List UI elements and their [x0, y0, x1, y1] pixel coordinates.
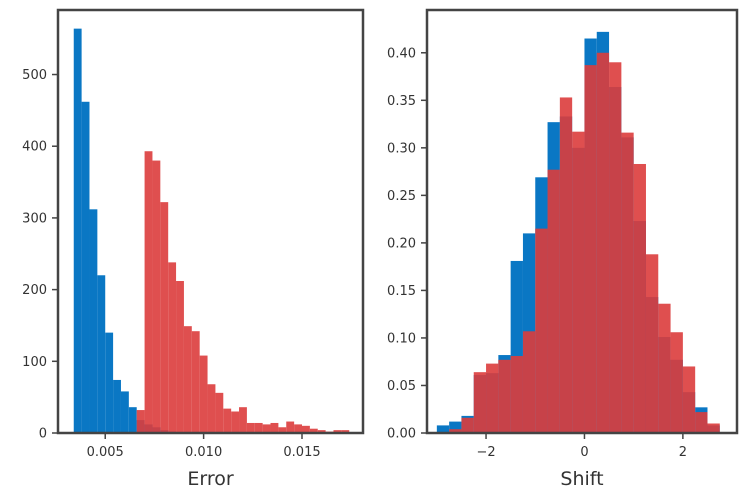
histogram-bar-blue — [113, 379, 121, 433]
histogram-bar-red — [223, 408, 232, 433]
histogram-bar-red — [246, 422, 255, 433]
histogram-bar-red — [449, 429, 462, 433]
y-tick-label: 0.40 — [387, 46, 416, 61]
y-tick-label: 100 — [22, 355, 47, 370]
histogram-bar-blue — [120, 391, 129, 433]
histogram-bar-red — [160, 202, 169, 433]
histogram-bar-red — [461, 417, 474, 433]
histogram-bar-red — [183, 326, 192, 433]
histogram-bar-red — [144, 151, 153, 433]
x-tick-label: 0.010 — [185, 445, 222, 460]
histogram-bar-red — [572, 131, 585, 433]
histogram-bar-red — [176, 281, 184, 433]
y-tick-label: 0.25 — [387, 189, 416, 204]
axes-frame — [56, 8, 365, 435]
histogram-bar-red — [168, 262, 177, 433]
y-tick-label: 0 — [39, 427, 47, 442]
histogram-bar-blue — [81, 101, 90, 433]
histogram-bar-red — [286, 421, 295, 433]
histogram-bar-red — [621, 132, 634, 433]
histogram-bar-blue — [436, 425, 450, 433]
histogram-bar-red — [707, 423, 720, 433]
histogram-bar-red — [510, 356, 523, 433]
histogram-bar-red — [522, 331, 536, 433]
histogram-bar-blue — [97, 275, 106, 433]
y-tick-label: 300 — [22, 211, 47, 226]
histogram-bar-red — [254, 422, 263, 433]
histogram-bar-red — [584, 65, 597, 434]
y-tick-label: 500 — [22, 68, 47, 83]
y-tick-label: 0.15 — [387, 284, 416, 299]
histogram-bar-blue — [89, 209, 98, 433]
histogram-bar-red — [695, 412, 708, 433]
histogram-bar-red — [239, 407, 247, 433]
histogram-bar-red — [633, 163, 646, 433]
y-tick-label: 0.00 — [387, 427, 416, 442]
y-tick-label: 0.35 — [387, 94, 416, 109]
histogram-bar-red — [535, 228, 548, 433]
shift-histogram-panel: −2 0 2 0.00 0.05 0.10 0.15 0.20 0.25 0.30 0.35 0.40… — [387, 8, 739, 490]
error-histogram-panel: 0.005 0.010 0.015 0 100 200 300 400 500 Error — [22, 8, 365, 490]
x-axis-label: Error — [187, 468, 234, 490]
y-tick-label: 200 — [22, 283, 47, 298]
axes-frame — [425, 8, 739, 435]
y-tick-label: 0.05 — [387, 379, 416, 394]
histogram-bar-red — [302, 425, 310, 433]
histogram-bar-red — [670, 332, 683, 433]
histogram-bar-red — [270, 422, 279, 433]
histogram-bar-red — [231, 411, 240, 433]
histogram-bar-blue — [449, 421, 462, 433]
x-tick-label: 2 — [679, 445, 687, 460]
histogram-bar-red — [341, 430, 350, 433]
histogram-bar-red — [309, 428, 318, 433]
histogram-bar-blue — [73, 28, 82, 433]
x-axis-label: Shift — [560, 468, 603, 490]
histogram-bar-red — [278, 427, 287, 433]
x-tick-label: 0.015 — [283, 445, 320, 460]
histogram-bar-red — [199, 355, 208, 433]
histogram-bar-red — [262, 424, 271, 433]
histogram-bar-red — [317, 430, 326, 433]
histogram-bar-red — [498, 359, 511, 433]
y-tick-label: 0.20 — [387, 236, 416, 251]
histogram-bar-red — [658, 303, 671, 433]
y-tick-label: 0.10 — [387, 331, 416, 346]
histogram-bar-red — [191, 331, 200, 433]
histogram-bar-red — [136, 410, 145, 433]
histogram-bar-blue — [105, 332, 114, 433]
histogram-bar-red — [682, 366, 696, 433]
y-tick-label: 400 — [22, 140, 47, 155]
y-tick-label: 0.30 — [387, 141, 416, 156]
histogram-bar-red — [215, 392, 224, 433]
histogram-bar-red — [207, 384, 216, 433]
histogram-bar-red — [547, 169, 560, 433]
histogram-bar-blue — [128, 407, 137, 433]
histogram-bar-red — [559, 97, 573, 433]
histogram-bar-red — [596, 52, 610, 434]
histogram-bar-red — [473, 372, 487, 433]
histogram-bar-red — [645, 254, 659, 433]
x-tick-label: 0.005 — [87, 445, 124, 460]
histogram-bar-red — [486, 363, 499, 433]
histogram-bar-red — [609, 62, 622, 434]
x-tick-label: −2 — [476, 445, 495, 460]
x-tick-label: 0 — [580, 445, 588, 460]
histogram-bar-red — [152, 160, 161, 433]
histogram-bar-red — [333, 430, 342, 433]
histogram-bar-red — [294, 424, 302, 433]
